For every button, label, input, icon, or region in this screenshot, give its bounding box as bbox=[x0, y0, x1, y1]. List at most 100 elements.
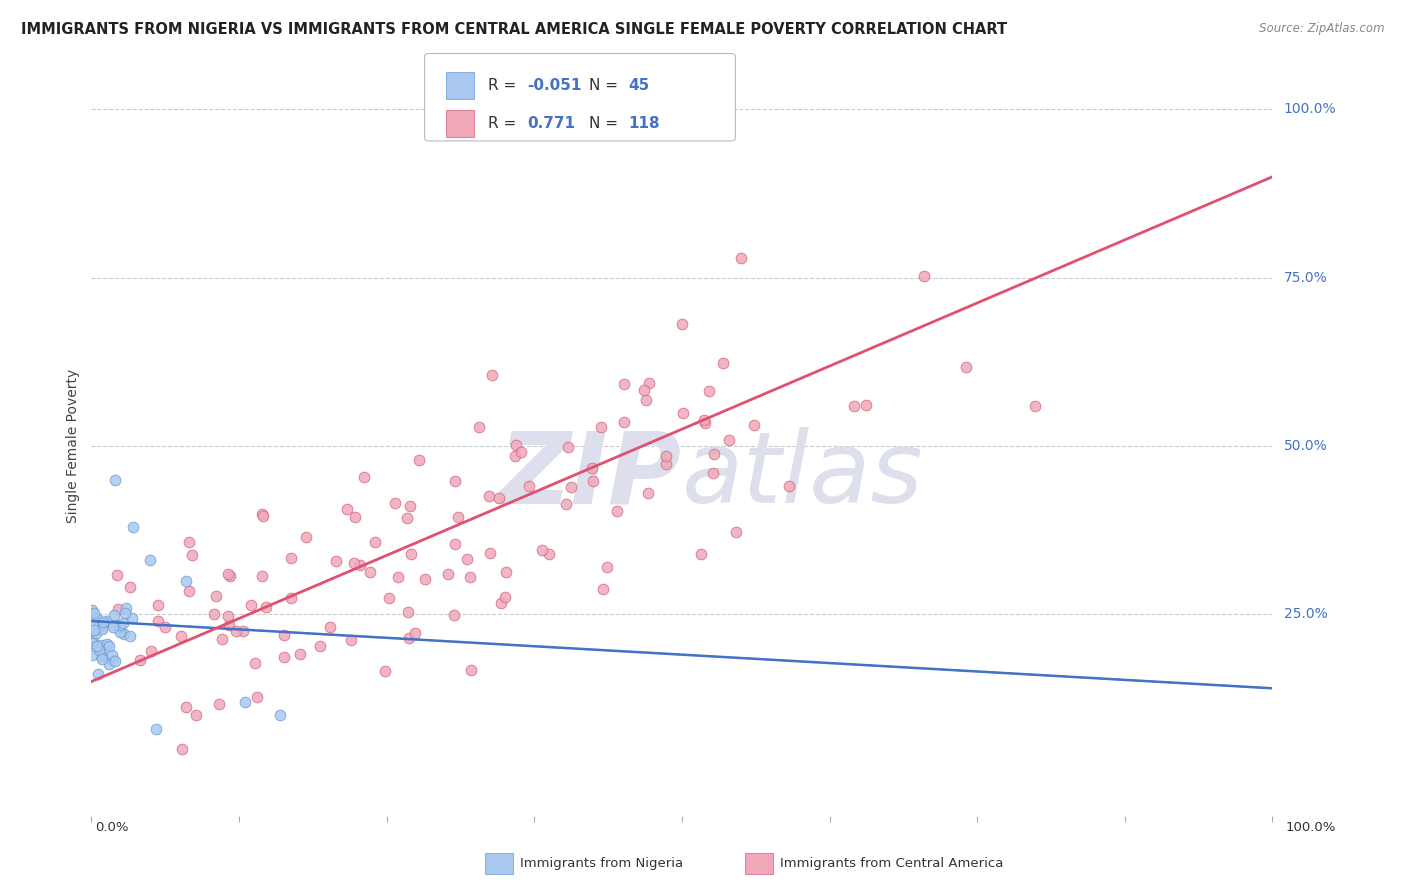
Point bbox=[456, 552, 478, 566]
Point bbox=[495, 565, 517, 579]
Text: 25.0%: 25.0% bbox=[1284, 607, 1327, 621]
Point bbox=[384, 495, 406, 509]
Point bbox=[179, 534, 201, 549]
Point bbox=[80, 603, 103, 617]
Point bbox=[80, 636, 103, 650]
Point bbox=[101, 619, 124, 633]
Point bbox=[505, 450, 527, 464]
Point bbox=[478, 489, 501, 503]
Point bbox=[654, 449, 676, 463]
Point bbox=[695, 416, 717, 430]
Point bbox=[460, 663, 482, 677]
Text: 100.0%: 100.0% bbox=[1284, 103, 1336, 117]
Point bbox=[637, 376, 659, 391]
Point bbox=[288, 647, 311, 661]
Point bbox=[606, 503, 628, 517]
Text: 118: 118 bbox=[628, 116, 659, 131]
Point bbox=[208, 697, 231, 711]
Point bbox=[325, 554, 347, 568]
Point bbox=[353, 470, 375, 484]
Text: R =: R = bbox=[488, 78, 522, 94]
Point bbox=[717, 433, 740, 447]
Point bbox=[103, 608, 125, 623]
Point bbox=[374, 664, 396, 678]
Point bbox=[243, 657, 266, 671]
Text: 50.0%: 50.0% bbox=[1284, 439, 1327, 453]
Point bbox=[233, 695, 256, 709]
Point bbox=[444, 475, 467, 489]
Point bbox=[115, 601, 138, 615]
Point bbox=[83, 623, 105, 637]
Point bbox=[318, 620, 340, 634]
Point bbox=[280, 591, 302, 605]
Point bbox=[217, 609, 239, 624]
Point bbox=[842, 399, 865, 413]
Point bbox=[250, 508, 273, 522]
Point bbox=[96, 614, 118, 628]
Text: IMMIGRANTS FROM NIGERIA VS IMMIGRANTS FROM CENTRAL AMERICA SINGLE FEMALE POVERTY: IMMIGRANTS FROM NIGERIA VS IMMIGRANTS FR… bbox=[21, 22, 1007, 37]
Point bbox=[87, 666, 110, 681]
Point bbox=[912, 268, 935, 283]
Point bbox=[101, 648, 124, 662]
Point bbox=[246, 690, 269, 704]
Point bbox=[488, 491, 510, 506]
Point bbox=[295, 531, 318, 545]
Point bbox=[697, 384, 720, 398]
Point bbox=[396, 605, 419, 619]
Point bbox=[87, 643, 110, 657]
Point bbox=[703, 447, 725, 461]
Point bbox=[724, 525, 747, 540]
Point bbox=[280, 551, 302, 566]
Point bbox=[89, 618, 111, 632]
Point bbox=[581, 461, 603, 475]
Point bbox=[489, 596, 512, 610]
Point bbox=[378, 591, 401, 605]
Text: Immigrants from Central America: Immigrants from Central America bbox=[780, 857, 1004, 870]
Point bbox=[82, 633, 104, 648]
Point bbox=[129, 653, 152, 667]
Point bbox=[582, 474, 605, 488]
Point bbox=[108, 618, 131, 632]
Point bbox=[481, 368, 503, 382]
Point bbox=[399, 547, 422, 561]
Point bbox=[232, 624, 254, 638]
Point bbox=[104, 617, 127, 632]
Point bbox=[86, 625, 108, 640]
Point bbox=[1024, 399, 1046, 413]
Point bbox=[104, 654, 127, 668]
Text: 75.0%: 75.0% bbox=[1284, 271, 1327, 285]
Point bbox=[364, 535, 387, 549]
Point bbox=[447, 510, 470, 524]
Point bbox=[408, 452, 430, 467]
Point bbox=[108, 625, 131, 640]
Point bbox=[613, 415, 636, 429]
Point bbox=[177, 583, 200, 598]
Point bbox=[90, 649, 112, 664]
Text: Source: ZipAtlas.com: Source: ZipAtlas.com bbox=[1260, 22, 1385, 36]
Point bbox=[359, 566, 381, 580]
Point bbox=[83, 606, 105, 620]
Point bbox=[531, 543, 554, 558]
Point bbox=[176, 700, 198, 714]
Point bbox=[104, 473, 127, 487]
Point bbox=[91, 619, 114, 633]
Point bbox=[778, 478, 800, 492]
Point bbox=[111, 616, 134, 631]
Point bbox=[91, 652, 114, 666]
Point bbox=[205, 589, 228, 603]
Point bbox=[107, 601, 129, 615]
Point bbox=[690, 548, 713, 562]
Point bbox=[139, 643, 162, 657]
Y-axis label: Single Female Poverty: Single Female Poverty bbox=[66, 369, 80, 523]
Point bbox=[86, 639, 108, 653]
Point bbox=[96, 637, 118, 651]
Point bbox=[273, 649, 295, 664]
Point bbox=[90, 638, 112, 652]
Point bbox=[211, 632, 233, 646]
Point bbox=[672, 406, 695, 420]
Point bbox=[145, 722, 167, 736]
Point bbox=[155, 620, 177, 634]
Point bbox=[90, 622, 112, 636]
Point bbox=[344, 510, 367, 524]
Point bbox=[443, 608, 465, 623]
